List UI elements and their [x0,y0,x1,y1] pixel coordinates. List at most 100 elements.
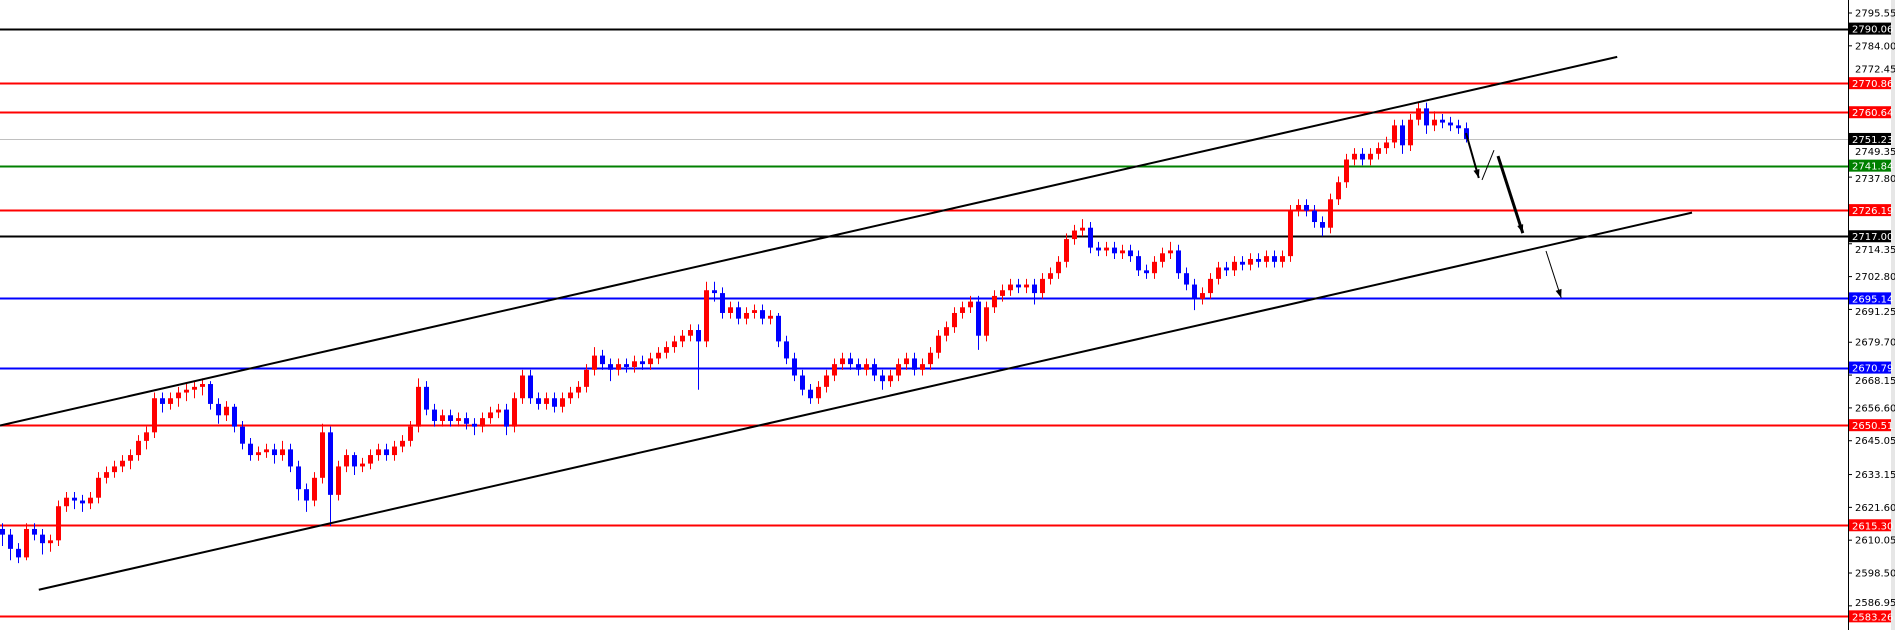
candle-body [840,358,845,365]
candle-body [576,386,581,393]
horizontal-levels [0,28,1848,618]
candle-body [848,358,853,365]
candle-body [568,392,573,399]
candle-body [344,455,349,467]
axis-tick-label: 2749.35 [1855,147,1895,158]
candle-body [72,497,77,501]
candle-body [1200,293,1205,299]
candle-body [320,432,325,478]
candle-body [400,440,405,447]
candle-body [560,398,565,407]
axis-tick-label: 2621.60 [1855,503,1895,514]
candle-body [360,463,365,467]
candle-body [1320,222,1325,228]
candle-body [736,307,741,319]
candle-body [296,466,301,490]
candle-body [1168,250,1173,254]
candle-body [728,307,733,313]
candle-body [416,386,421,427]
candle-body [216,403,221,416]
price-label-badge [1849,519,1891,532]
candle-body [240,426,245,444]
candle-body [688,330,693,336]
trendlines[interactable] [0,55,1693,591]
candle-body [472,423,477,427]
candle-body [1400,125,1405,146]
candle-body [376,449,381,456]
candle-body [904,358,909,365]
axis-tick-label: 2679.70 [1855,338,1895,349]
axis-tick-label: 2668.15 [1855,376,1895,387]
candle-body [248,443,253,456]
axis-tick-label: 2784.00 [1855,41,1895,52]
candle-body [200,384,205,387]
candle-body [1456,125,1461,129]
candle-body [1376,148,1381,154]
axis-tick-label: 2610.05 [1855,536,1895,547]
candle-body [648,358,653,365]
candle-body [624,364,629,367]
candle-body [1008,284,1013,291]
candle-body [1144,270,1149,274]
price-label-text: 2583.26 [1852,612,1893,623]
candle-body [336,466,341,495]
price-label-badge [1849,22,1891,35]
candle-body [32,528,37,535]
candle-body [1248,258,1253,265]
candle-body [432,409,437,421]
candle-body [1272,256,1277,262]
candle-body [1088,227,1093,248]
candle-body [1304,204,1309,211]
candle-body [1192,284,1197,299]
candle-body [88,497,93,504]
candle-body [328,432,333,495]
price-label-badge [1849,106,1891,119]
candle-body [184,389,189,393]
price-label-text: 2770.86 [1852,79,1893,90]
candle-body [1048,273,1053,279]
candle-body [280,449,285,456]
projection-arrow-line[interactable] [1496,155,1525,234]
level-price-labels: 2790.06 2770.86 2760.64 2751.23 2741.84 2726.… [1849,22,1893,623]
projection-arrow-line[interactable] [1481,149,1495,181]
price-label-text: 2751.23 [1852,135,1893,146]
candle-body [144,432,149,441]
price-label-text: 2695.14 [1852,294,1893,305]
price-label-text: 2790.06 [1852,25,1893,36]
candle-body [24,528,29,558]
candle-body [1448,122,1453,126]
candle-body [1136,256,1141,271]
candle-body [312,477,317,501]
candle-body [488,412,493,419]
candle-body [368,455,373,464]
candle-body [96,477,101,498]
channel-trendline[interactable] [38,211,1693,591]
candle-body [984,307,989,336]
candle-body [272,449,277,456]
price-axis[interactable]: 2795.55 2784.00 2772.45 2749.35 2737.80 2714.… [1848,9,1895,609]
candle-body [152,398,157,433]
candle-body [288,449,293,467]
projection-arrows[interactable] [1465,132,1562,299]
candle-body [1328,199,1333,228]
candle-body [1040,278,1045,294]
price-label-text: 2650.51 [1852,421,1893,432]
candle-body [784,341,789,359]
candle-body [1056,261,1061,274]
candle-body [808,389,813,399]
candle-body [1104,247,1109,251]
candle-body [1152,261,1157,274]
candle-body [536,398,541,404]
axis-tick-label: 2702.80 [1855,272,1895,283]
candle-body [528,375,533,399]
axis-tick-label: 2737.80 [1855,174,1895,185]
channel-trendline[interactable] [0,55,1618,427]
candle-body [1112,247,1117,254]
price-label-text: 2726.19 [1852,206,1893,217]
candle-body [672,341,677,348]
candle-body [1288,210,1293,257]
candle-body [176,392,181,399]
candle-body [976,301,981,336]
axis-tick-label: 2772.45 [1855,65,1895,76]
